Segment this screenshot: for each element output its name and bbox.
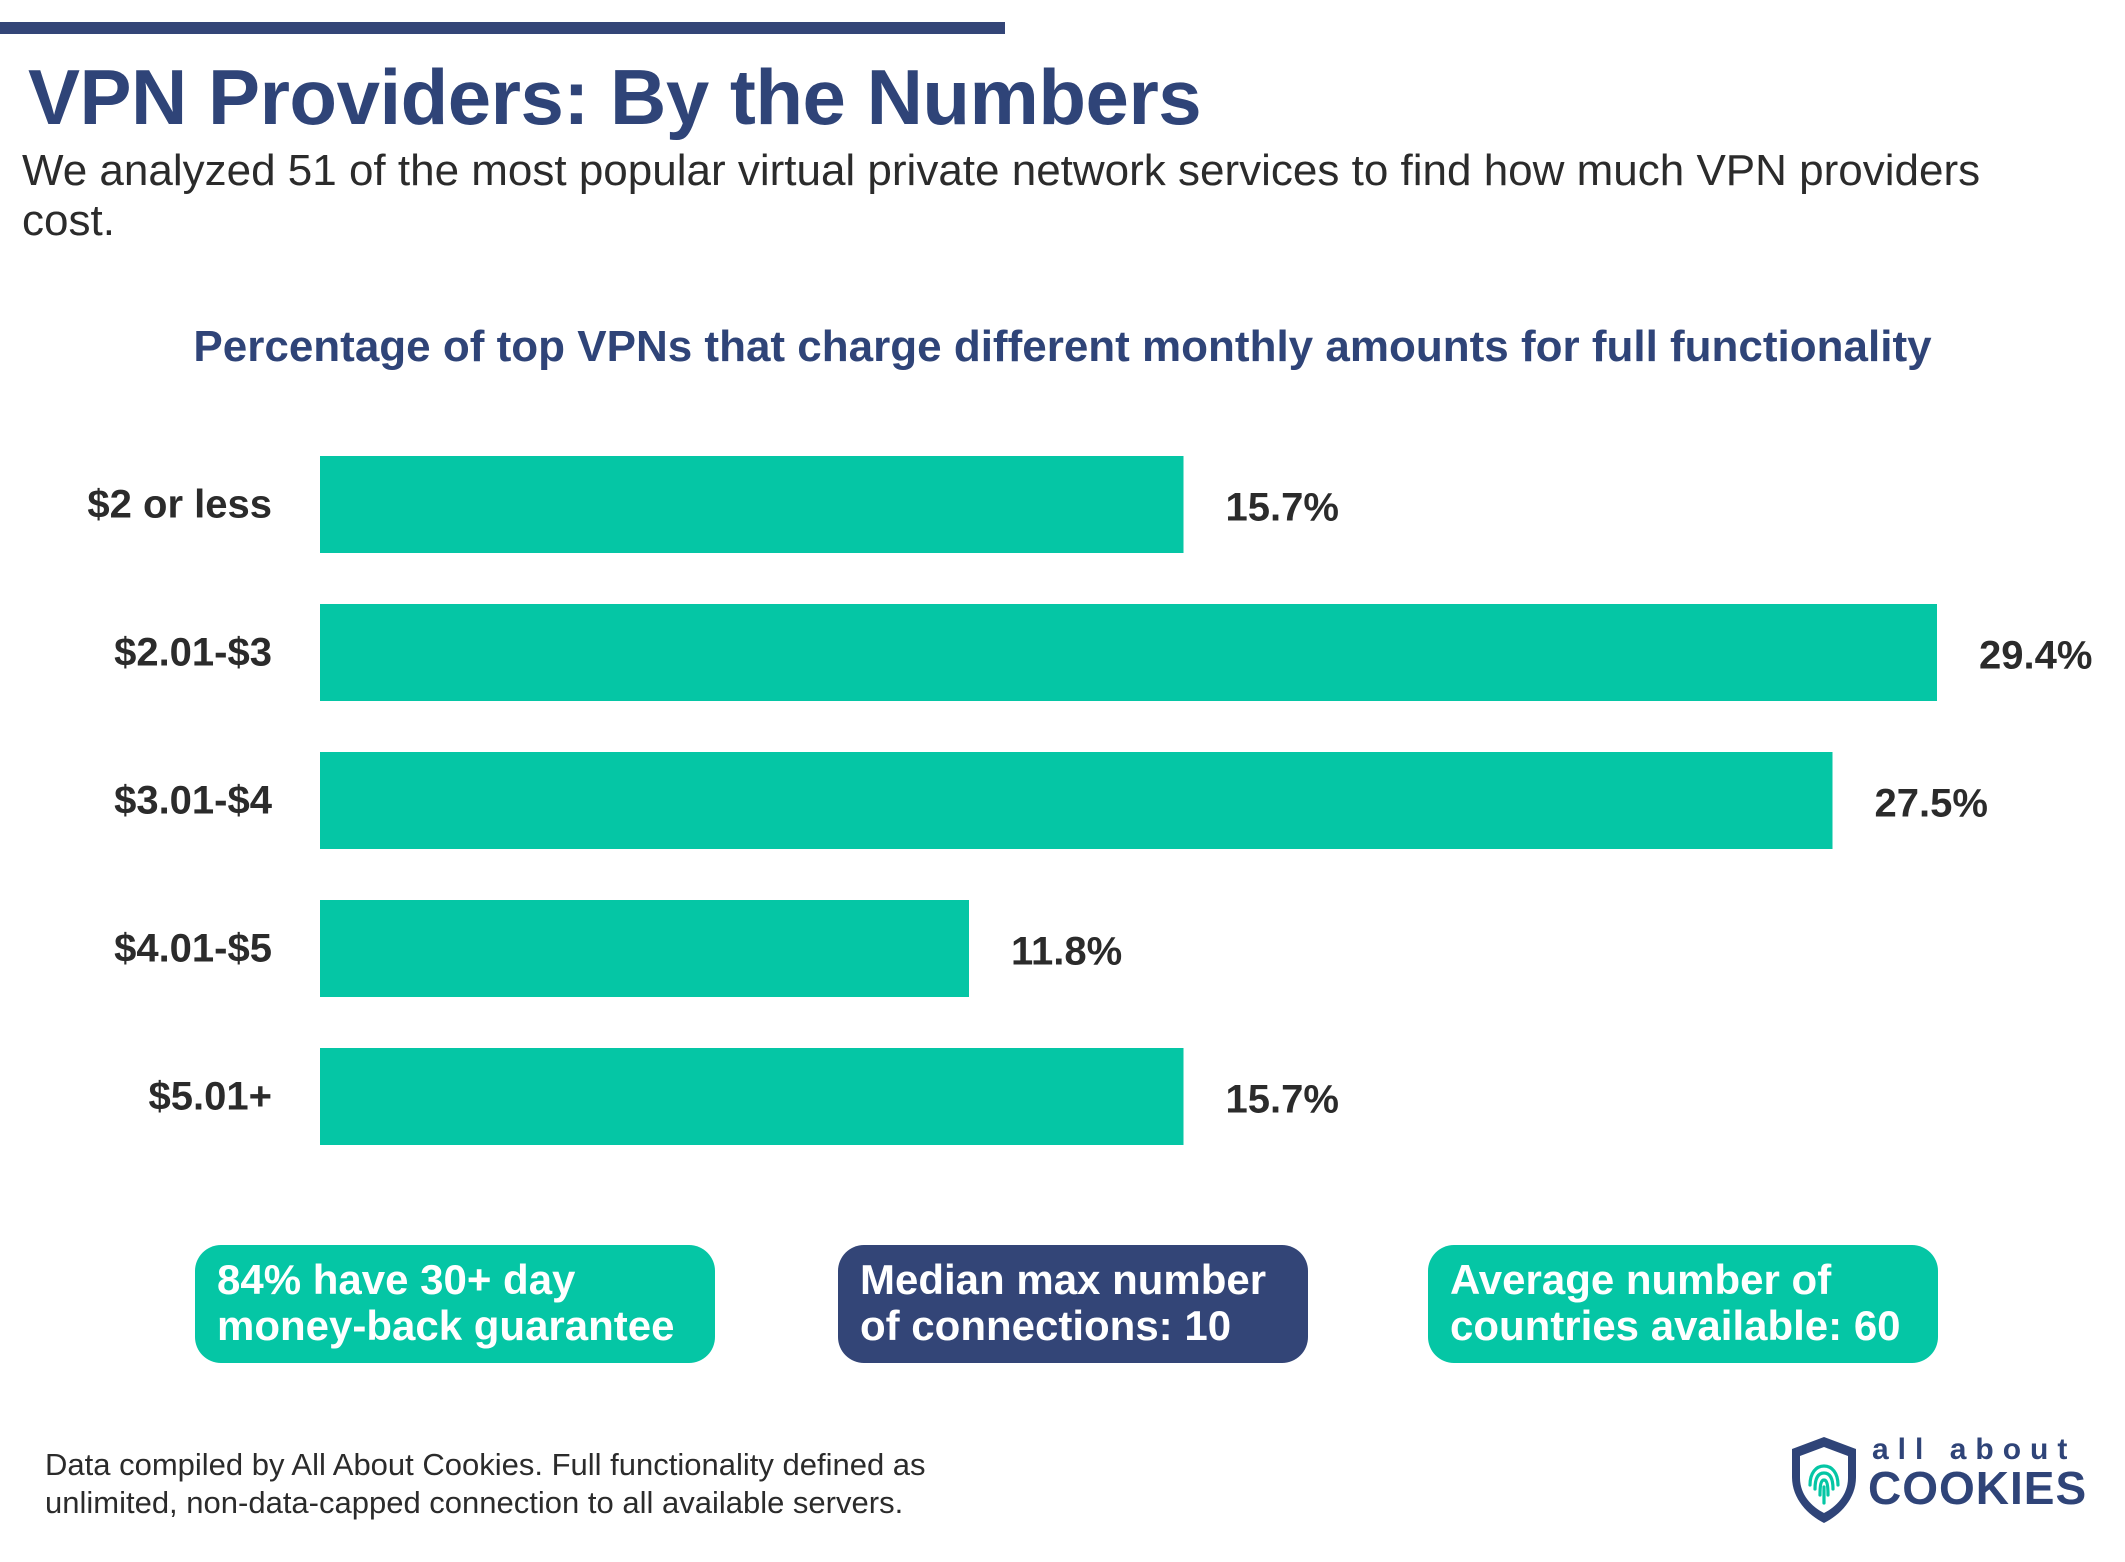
- top-accent-bar: [0, 22, 1005, 34]
- stat-card-line1: Average number of: [1450, 1256, 1832, 1303]
- category-label: $2 or less: [87, 483, 272, 527]
- stat-card-line1: Median max number: [860, 1256, 1267, 1303]
- value-label: 15.7%: [1226, 1078, 1339, 1122]
- stat-card-line2: of connections: 10: [860, 1302, 1232, 1349]
- footnote-line2: unlimited, non-data-capped connection to…: [45, 1485, 904, 1520]
- category-label: $2.01-$3: [114, 631, 272, 675]
- stat-card-countries: Average number of countries available: 6…: [1428, 1245, 1938, 1363]
- bar-1: [320, 604, 1937, 701]
- value-label: 27.5%: [1875, 782, 1988, 826]
- brand-logo: all about COOKIES: [1788, 1433, 2088, 1525]
- stat-card-money-back: 84% have 30+ day money-back guarantee: [195, 1245, 715, 1363]
- bar-0: [320, 456, 1184, 553]
- bar-2: [320, 752, 1833, 849]
- page-title: VPN Providers: By the Numbers: [28, 53, 1202, 141]
- category-label: $3.01-$4: [114, 779, 273, 823]
- logo-text-big: COOKIES: [1868, 1462, 2088, 1514]
- value-label: 15.7%: [1226, 486, 1339, 530]
- logo-text-small: all about: [1872, 1433, 2077, 1466]
- footnote: Data compiled by All About Cookies. Full…: [45, 1446, 1045, 1522]
- category-label: $5.01+: [149, 1075, 272, 1119]
- bar-chart: $2 or less 15.7% $2.01-$3 29.4% $3.01-$4 27.5…: [87, 456, 2092, 1145]
- page-subtitle: We analyzed 51 of the most popular virtu…: [22, 146, 1981, 245]
- value-label: 11.8%: [1011, 930, 1122, 974]
- chart-title: Percentage of top VPNs that charge diffe…: [193, 322, 1932, 371]
- bar-4: [320, 1048, 1184, 1145]
- stat-card-connections: Median max number of connections: 10: [838, 1245, 1308, 1363]
- footnote-line1: Data compiled by All About Cookies. Full…: [45, 1447, 926, 1482]
- value-label: 29.4%: [1979, 634, 2092, 678]
- shield-fingerprint-icon: [1792, 1437, 1856, 1523]
- category-label: $4.01-$5: [114, 927, 272, 971]
- stat-card-line2: money-back guarantee: [217, 1302, 675, 1349]
- stat-card-line2: countries available: 60: [1450, 1302, 1901, 1349]
- stat-card-line1: 84% have 30+ day: [217, 1256, 576, 1303]
- bar-3: [320, 900, 969, 997]
